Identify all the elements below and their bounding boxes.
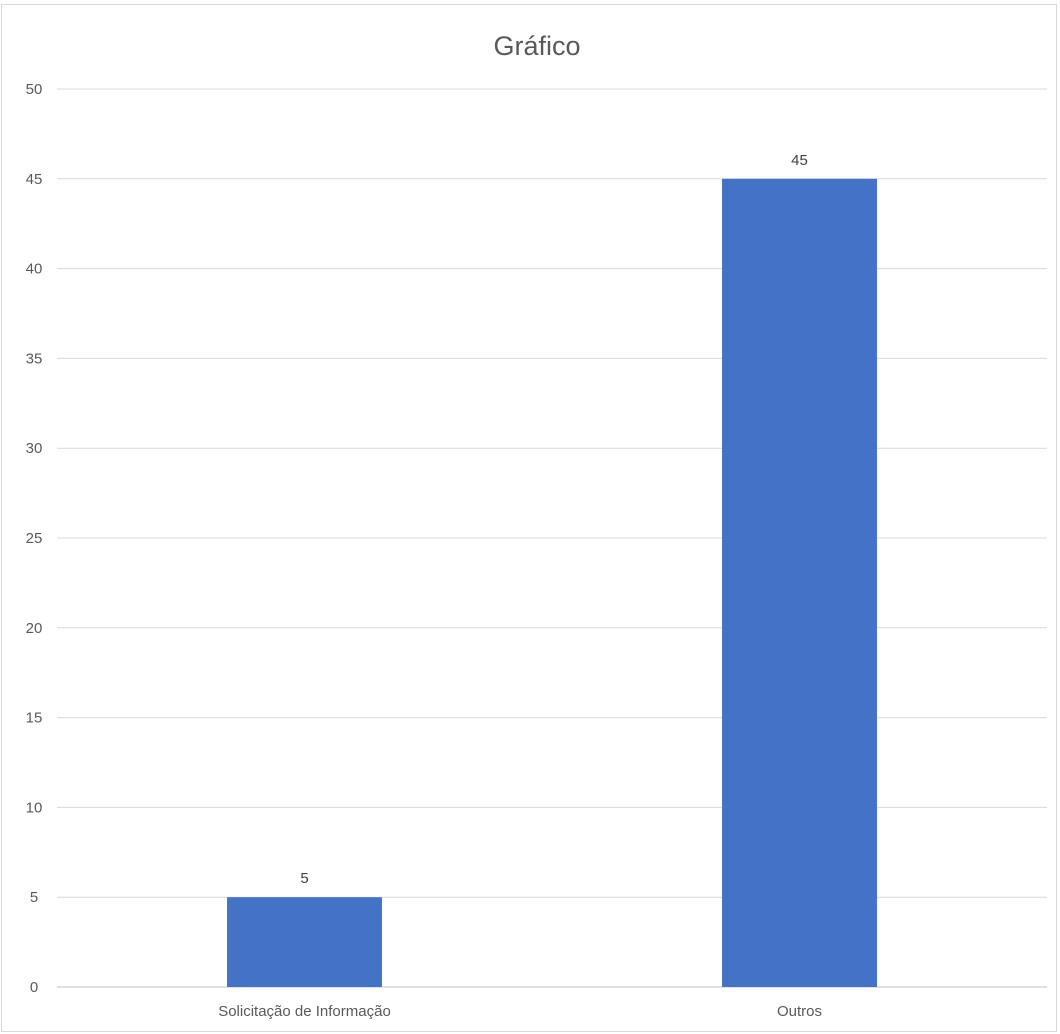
y-tick-label-5: 5 <box>30 889 38 906</box>
data-label-2: 45 <box>791 152 808 169</box>
y-tick-label-40: 40 <box>26 261 43 278</box>
y-tick-label-30: 30 <box>26 440 43 457</box>
bar-2 <box>722 178 877 988</box>
y-axis-tick-labels: 0 5 10 15 20 25 30 35 40 45 50 <box>26 81 43 996</box>
chart-title: Gráfico <box>493 31 580 61</box>
y-tick-label-25: 25 <box>26 530 43 547</box>
y-tick-label-15: 15 <box>26 710 43 727</box>
y-tick-label-20: 20 <box>26 620 43 637</box>
y-tick-label-50: 50 <box>26 81 43 98</box>
x-tick-label-2: Outros <box>777 1003 822 1020</box>
data-labels: 5 45 <box>300 152 808 887</box>
data-label-1: 5 <box>300 870 308 887</box>
x-tick-label-1: Solicitação de Informação <box>218 1003 391 1020</box>
y-tick-label-0: 0 <box>30 979 38 996</box>
gridlines <box>57 88 1047 988</box>
chart-frame <box>1 4 1057 1032</box>
y-tick-label-10: 10 <box>26 799 43 816</box>
bar-1 <box>227 897 382 987</box>
bars <box>227 178 877 988</box>
y-tick-label-35: 35 <box>26 350 43 367</box>
x-axis-tick-labels: Solicitação de Informação Outros <box>218 1003 822 1020</box>
y-tick-label-45: 45 <box>26 171 43 188</box>
